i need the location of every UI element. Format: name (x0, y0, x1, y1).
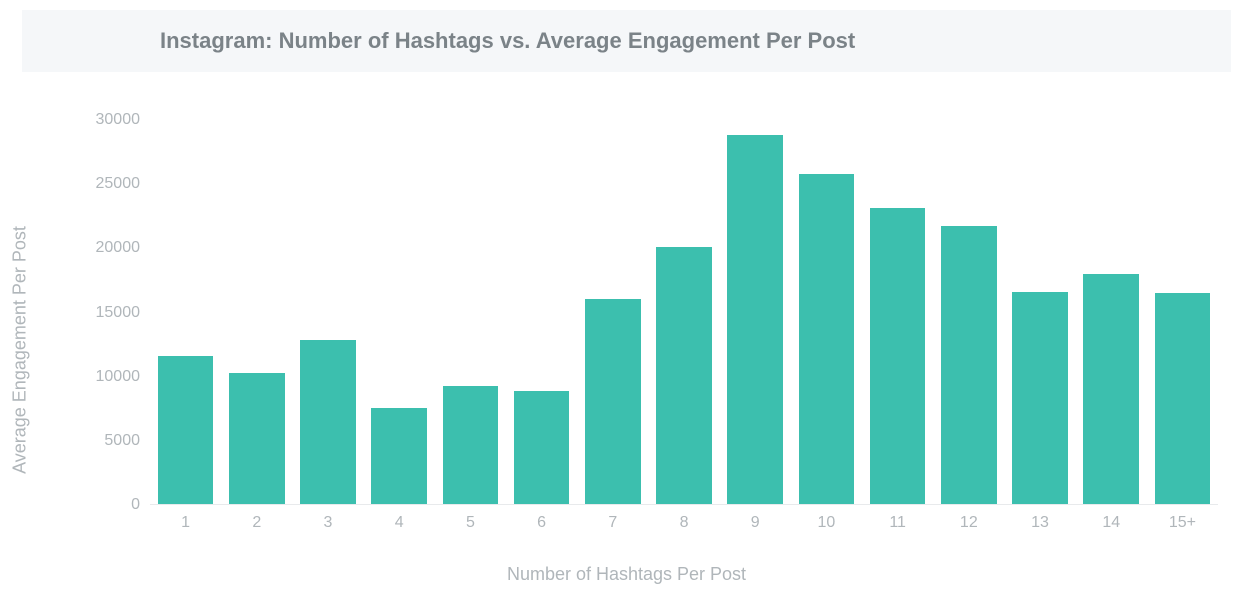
x-tick: 8 (680, 504, 689, 532)
bar (585, 299, 641, 504)
x-tick: 15+ (1169, 504, 1196, 532)
bar (727, 135, 783, 504)
x-axis-label: Number of Hashtags Per Post (507, 564, 746, 585)
bar-slot: 11 (862, 120, 933, 504)
bar (514, 391, 570, 504)
chart-area: Average Engagement Per Post Number of Ha… (0, 90, 1253, 595)
bar (158, 356, 214, 504)
bar-slot: 15+ (1147, 120, 1218, 504)
y-tick: 25000 (80, 175, 140, 193)
x-tick: 12 (960, 504, 978, 532)
bar-slot: 4 (364, 120, 435, 504)
y-tick: 0 (80, 496, 140, 514)
bar-slot: 12 (933, 120, 1004, 504)
x-tick: 13 (1031, 504, 1049, 532)
bar-slot: 13 (1004, 120, 1075, 504)
bar-slot: 1 (150, 120, 221, 504)
y-tick: 15000 (80, 304, 140, 322)
bars-container: 123456789101112131415+ (150, 120, 1218, 505)
bar-slot: 14 (1076, 120, 1147, 504)
bar (1083, 274, 1139, 504)
bar (656, 247, 712, 504)
x-tick: 7 (608, 504, 617, 532)
y-tick: 20000 (80, 239, 140, 257)
x-tick: 14 (1102, 504, 1120, 532)
x-tick: 2 (252, 504, 261, 532)
bar-slot: 10 (791, 120, 862, 504)
bar-slot: 5 (435, 120, 506, 504)
x-tick: 4 (395, 504, 404, 532)
bar (371, 408, 427, 504)
bar-slot: 8 (648, 120, 719, 504)
x-tick: 11 (889, 504, 906, 532)
bar-slot: 9 (720, 120, 791, 504)
bar (300, 340, 356, 504)
x-tick: 10 (818, 504, 836, 532)
chart-title-bar: Instagram: Number of Hashtags vs. Averag… (22, 10, 1231, 72)
bar (229, 373, 285, 504)
x-tick: 5 (466, 504, 475, 532)
bar-slot: 7 (577, 120, 648, 504)
y-ticks: 050001000015000200002500030000 (80, 120, 140, 505)
bar (799, 174, 855, 504)
bar-slot: 3 (292, 120, 363, 504)
y-tick: 30000 (80, 111, 140, 129)
x-tick: 1 (181, 504, 190, 532)
bar (870, 208, 926, 504)
bar (941, 226, 997, 504)
y-axis-label: Average Engagement Per Post (10, 226, 31, 474)
bar-slot: 6 (506, 120, 577, 504)
x-tick: 9 (751, 504, 760, 532)
bar (443, 386, 499, 504)
x-tick: 6 (537, 504, 546, 532)
bar (1155, 293, 1211, 504)
y-tick: 5000 (80, 432, 140, 450)
x-tick: 3 (324, 504, 333, 532)
bar-slot: 2 (221, 120, 292, 504)
chart-title: Instagram: Number of Hashtags vs. Averag… (160, 28, 855, 54)
y-tick: 10000 (80, 368, 140, 386)
plot-region: 050001000015000200002500030000 123456789… (150, 120, 1218, 505)
bar (1012, 292, 1068, 504)
